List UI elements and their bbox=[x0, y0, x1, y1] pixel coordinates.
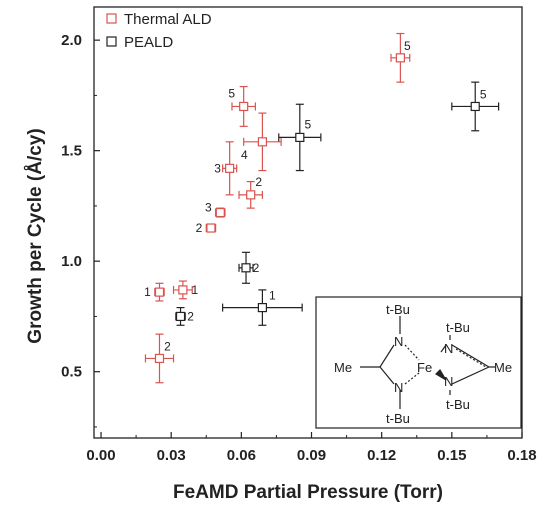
data-marker bbox=[395, 53, 405, 63]
data-point: 1 bbox=[172, 280, 199, 300]
axes bbox=[93, 6, 523, 439]
data-label: 3 bbox=[205, 201, 212, 215]
data-label: 5 bbox=[304, 117, 311, 131]
data-marker bbox=[175, 311, 186, 322]
inset-label-n-bottom-right: N bbox=[444, 374, 453, 389]
molecule-bonds bbox=[360, 316, 495, 409]
data-marker bbox=[215, 207, 225, 218]
data-point: 5 bbox=[278, 103, 322, 172]
legend: Thermal ALD PEALD bbox=[106, 11, 212, 51]
data-label: 5 bbox=[228, 86, 235, 100]
x-tick-label: 0.12 bbox=[367, 447, 396, 464]
data-marker bbox=[257, 302, 267, 313]
inset-label-n-top-left: N bbox=[394, 334, 403, 349]
data-point: 2 bbox=[238, 251, 260, 284]
data-point: 2 bbox=[144, 333, 175, 384]
data-marker bbox=[470, 101, 480, 112]
data-point: 2 bbox=[238, 175, 263, 209]
molecule-inset: t-Bu t-Bu t-Bu t-Bu N N N N Me Me Fe bbox=[315, 296, 522, 429]
data-point: 1 bbox=[222, 289, 303, 326]
inset-label-tbu-bottom-right: t-Bu bbox=[446, 397, 470, 412]
data-marker bbox=[225, 163, 235, 173]
data-point: 3 bbox=[205, 201, 226, 218]
data-point: 3 bbox=[214, 141, 238, 196]
data-label: 2 bbox=[255, 175, 262, 189]
data-marker bbox=[178, 285, 188, 295]
x-tick-label: 0.15 bbox=[437, 447, 466, 464]
legend-marker-thermal-ald bbox=[106, 13, 117, 24]
data-marker bbox=[257, 137, 267, 147]
data-label: 1 bbox=[144, 285, 151, 299]
inset-frame bbox=[315, 296, 522, 429]
y-tick-label: 1.5 bbox=[61, 143, 82, 160]
legend-label-thermal-ald: Thermal ALD bbox=[124, 11, 212, 28]
x-tick-label: 0.18 bbox=[507, 447, 536, 464]
data-marker bbox=[239, 101, 249, 112]
data-point: 5 bbox=[390, 32, 411, 83]
x-tick-label: 0.00 bbox=[86, 447, 115, 464]
data-label: 5 bbox=[404, 39, 411, 53]
x-tick-label: 0.06 bbox=[227, 447, 256, 464]
data-point: 5 bbox=[451, 81, 500, 132]
data-point: 2 bbox=[175, 306, 194, 326]
y-tick-label: 1.0 bbox=[61, 253, 82, 270]
inset-label-tbu-top-left: t-Bu bbox=[386, 302, 410, 317]
data-label: 4 bbox=[241, 148, 248, 162]
data-point: 4 bbox=[241, 112, 282, 172]
data-label: 2 bbox=[164, 339, 171, 353]
data-label: 1 bbox=[192, 283, 199, 297]
data-marker bbox=[241, 263, 251, 273]
inset-label-tbu-bottom-left: t-Bu bbox=[386, 411, 410, 426]
legend-marker-peald bbox=[106, 36, 117, 47]
inset-label-tbu-top-right: t-Bu bbox=[446, 320, 470, 335]
x-tick-label: 0.09 bbox=[297, 447, 326, 464]
data-label: 2 bbox=[187, 309, 194, 323]
data-marker bbox=[154, 287, 165, 297]
data-label: 2 bbox=[196, 221, 203, 235]
y-axis-title: Growth per Cycle (Å/cy) bbox=[25, 128, 46, 343]
plot-frame bbox=[93, 6, 523, 439]
data-label: 3 bbox=[214, 161, 221, 175]
data-marker bbox=[154, 353, 165, 364]
data-point: 1 bbox=[144, 282, 165, 302]
inset-label-me-left: Me bbox=[334, 360, 352, 375]
inset-label-me-right: Me bbox=[494, 360, 512, 375]
data-point: 2 bbox=[196, 221, 217, 235]
data-marker bbox=[206, 223, 216, 233]
x-axis-title: FeAMD Partial Pressure (Torr) bbox=[173, 482, 443, 503]
inset-label-n-top-right: N bbox=[444, 341, 453, 356]
data-label: 1 bbox=[269, 289, 276, 303]
legend-label-peald: PEALD bbox=[124, 34, 173, 51]
data-label: 5 bbox=[480, 87, 487, 101]
ticks: 0.00 0.03 0.06 0.09 0.12 0.15 0.18 0.5 1.0 1.5 2.0 bbox=[61, 32, 536, 464]
y-tick-label: 0.5 bbox=[61, 364, 82, 381]
x-tick-label: 0.03 bbox=[157, 447, 186, 464]
data-point: 5 bbox=[228, 85, 256, 127]
data-marker bbox=[246, 190, 256, 200]
data-marker bbox=[295, 132, 305, 143]
data-label: 2 bbox=[253, 261, 260, 275]
inset-label-n-bottom-left: N bbox=[394, 380, 403, 395]
y-tick-label: 2.0 bbox=[61, 32, 82, 49]
inset-label-fe: Fe bbox=[417, 360, 432, 375]
